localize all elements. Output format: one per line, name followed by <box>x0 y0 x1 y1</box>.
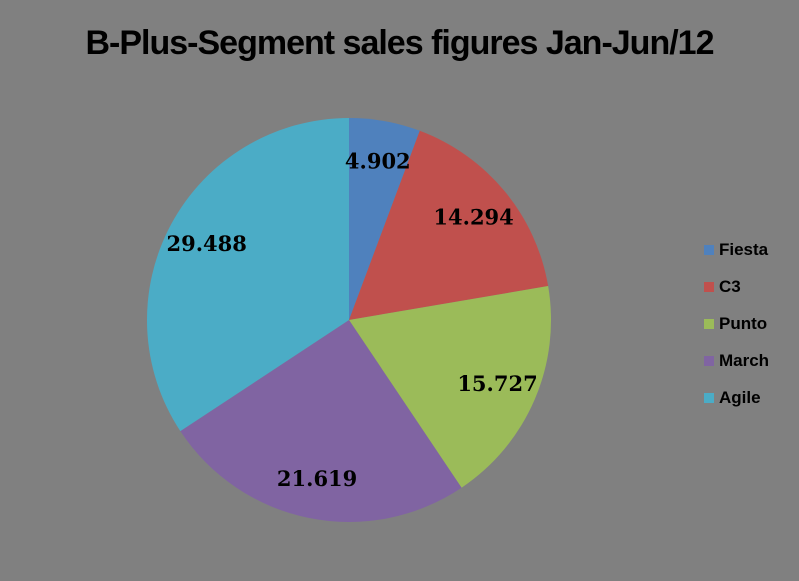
legend-label: Punto <box>719 313 768 333</box>
legend-item-march[interactable]: March <box>704 342 769 379</box>
data-label-march: 21.619 <box>277 466 357 491</box>
legend-label: March <box>719 350 770 370</box>
legend-swatch-icon <box>704 244 714 255</box>
legend-item-agile[interactable]: Agile <box>704 379 769 416</box>
legend-label: Agile <box>719 387 761 407</box>
data-label-c3: 14.294 <box>433 205 513 230</box>
chart-title: B-Plus-Segment sales figures Jan-Jun/12 <box>85 24 715 62</box>
data-label-fiesta: 4.902 <box>345 149 411 174</box>
legend-label: Fiesta <box>719 239 769 259</box>
data-label-punto: 15.727 <box>457 371 537 396</box>
legend-item-punto[interactable]: Punto <box>704 305 769 342</box>
pie-slice-punto[interactable] <box>349 286 552 488</box>
legend-swatch-icon <box>704 318 714 329</box>
legend-swatch-icon <box>704 355 714 366</box>
pie-slice-fiesta[interactable] <box>349 118 420 320</box>
pie-slice-march[interactable] <box>180 320 462 523</box>
legend-label: C3 <box>719 276 741 296</box>
data-label-agile: 29.488 <box>167 231 247 256</box>
legend-item-c3[interactable]: C3 <box>704 268 769 305</box>
legend-item-fiesta[interactable]: Fiesta <box>704 231 769 268</box>
legend-swatch-icon <box>704 392 714 403</box>
legend: Fiesta C3 Punto March Agile <box>704 231 769 416</box>
legend-swatch-icon <box>704 281 714 292</box>
pie-slice-c3[interactable] <box>349 130 549 320</box>
pie-slice-agile[interactable] <box>147 118 349 432</box>
